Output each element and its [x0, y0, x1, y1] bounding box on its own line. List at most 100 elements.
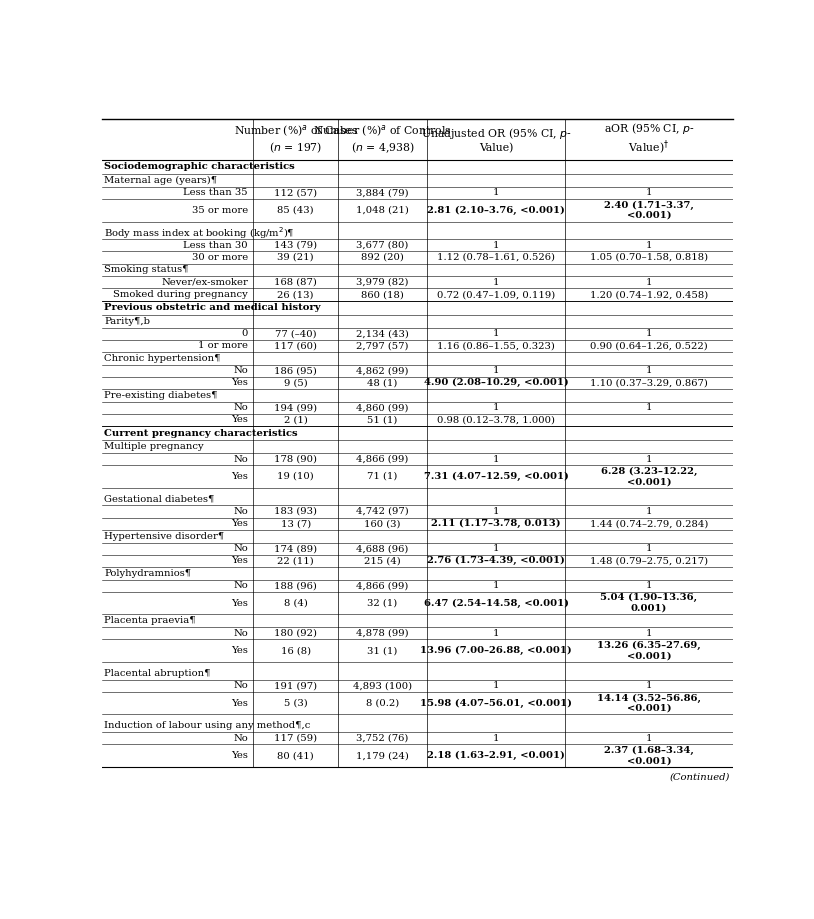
Text: 77 (–40): 77 (–40)	[275, 329, 317, 338]
Text: Body mass index at booking (kg/m$^2$)¶: Body mass index at booking (kg/m$^2$)¶	[104, 225, 295, 241]
Text: 3,752 (76): 3,752 (76)	[357, 733, 409, 743]
Text: 1: 1	[492, 366, 499, 375]
Text: 8 (0.2): 8 (0.2)	[365, 698, 399, 708]
Text: Current pregnancy characteristics: Current pregnancy characteristics	[104, 428, 298, 437]
Text: 14.14 (3.52–56.86,
<0.001): 14.14 (3.52–56.86, <0.001)	[597, 693, 701, 713]
Text: 4,862 (99): 4,862 (99)	[357, 366, 409, 375]
Text: Induction of labour using any method¶,c: Induction of labour using any method¶,c	[104, 721, 311, 731]
Text: 6.28 (3.23–12.22,
<0.001): 6.28 (3.23–12.22, <0.001)	[601, 467, 698, 486]
Text: Previous obstetric and medical history: Previous obstetric and medical history	[104, 303, 321, 312]
Text: 2,797 (57): 2,797 (57)	[357, 341, 409, 350]
Text: 1.44 (0.74–2.79, 0.284): 1.44 (0.74–2.79, 0.284)	[590, 519, 708, 528]
Text: No: No	[234, 403, 248, 413]
Text: 188 (96): 188 (96)	[274, 581, 317, 590]
Text: 19 (10): 19 (10)	[278, 472, 314, 481]
Text: 16 (8): 16 (8)	[281, 646, 311, 655]
Text: 4,866 (99): 4,866 (99)	[357, 455, 409, 463]
Text: 1.16 (0.86–1.55, 0.323): 1.16 (0.86–1.55, 0.323)	[437, 341, 555, 350]
Text: No: No	[234, 507, 248, 516]
Text: 1: 1	[646, 507, 652, 516]
Text: 1: 1	[492, 733, 499, 743]
Text: No: No	[234, 455, 248, 463]
Text: 1,179 (24): 1,179 (24)	[356, 751, 409, 760]
Text: 892 (20): 892 (20)	[361, 253, 404, 262]
Text: 174 (89): 174 (89)	[274, 544, 317, 553]
Text: 32 (1): 32 (1)	[367, 598, 397, 607]
Text: 186 (95): 186 (95)	[274, 366, 317, 375]
Text: 1.12 (0.78–1.61, 0.526): 1.12 (0.78–1.61, 0.526)	[437, 253, 555, 262]
Text: 191 (97): 191 (97)	[274, 681, 317, 690]
Text: 180 (92): 180 (92)	[274, 629, 317, 638]
Text: 71 (1): 71 (1)	[367, 472, 398, 481]
Text: 2.40 (1.71–3.37,
<0.001): 2.40 (1.71–3.37, <0.001)	[604, 200, 694, 220]
Text: 8 (4): 8 (4)	[284, 598, 308, 607]
Text: 1.20 (0.74–1.92, 0.458): 1.20 (0.74–1.92, 0.458)	[590, 290, 708, 299]
Text: 1: 1	[492, 681, 499, 690]
Text: Number (%)$^a$ of Cases
($n$ = 197): Number (%)$^a$ of Cases ($n$ = 197)	[234, 123, 358, 155]
Text: 1: 1	[492, 629, 499, 638]
Text: 51 (1): 51 (1)	[367, 415, 398, 425]
Text: 0.72 (0.47–1.09, 0.119): 0.72 (0.47–1.09, 0.119)	[437, 290, 555, 299]
Text: Parity¶,b: Parity¶,b	[104, 317, 151, 325]
Text: Unadjusted OR (95% CI, $p$-
Value): Unadjusted OR (95% CI, $p$- Value)	[421, 126, 571, 153]
Text: Never/ex-smoker: Never/ex-smoker	[161, 278, 248, 287]
Text: 1: 1	[492, 188, 499, 198]
Text: 1.10 (0.37–3.29, 0.867): 1.10 (0.37–3.29, 0.867)	[590, 379, 708, 388]
Text: 860 (18): 860 (18)	[361, 290, 404, 299]
Text: (Continued): (Continued)	[669, 773, 729, 782]
Text: 9 (5): 9 (5)	[284, 379, 308, 388]
Text: 4,688 (96): 4,688 (96)	[357, 544, 409, 553]
Text: 1: 1	[492, 241, 499, 250]
Text: 85 (43): 85 (43)	[278, 206, 314, 215]
Text: 1: 1	[492, 403, 499, 413]
Text: 4,866 (99): 4,866 (99)	[357, 581, 409, 590]
Text: 0.98 (0.12–3.78, 1.000): 0.98 (0.12–3.78, 1.000)	[437, 415, 555, 425]
Text: 5 (3): 5 (3)	[284, 698, 308, 708]
Text: 1.05 (0.70–1.58, 0.818): 1.05 (0.70–1.58, 0.818)	[590, 253, 708, 262]
Text: Hypertensive disorder¶: Hypertensive disorder¶	[104, 531, 225, 540]
Text: Chronic hypertension¶: Chronic hypertension¶	[104, 354, 221, 363]
Text: 1: 1	[646, 681, 652, 690]
Text: Yes: Yes	[231, 556, 248, 565]
Text: 1: 1	[492, 329, 499, 338]
Text: Multiple pregnancy: Multiple pregnancy	[104, 442, 204, 451]
Text: Gestational diabetes¶: Gestational diabetes¶	[104, 494, 215, 504]
Text: 4,893 (100): 4,893 (100)	[353, 681, 412, 690]
Text: 117 (60): 117 (60)	[274, 341, 317, 350]
Text: Sociodemographic characteristics: Sociodemographic characteristics	[104, 163, 295, 171]
Text: 1: 1	[646, 403, 652, 413]
Text: 4,860 (99): 4,860 (99)	[357, 403, 409, 413]
Text: 0: 0	[242, 329, 248, 338]
Text: Yes: Yes	[231, 751, 248, 760]
Text: 1: 1	[646, 366, 652, 375]
Text: 39 (21): 39 (21)	[278, 253, 314, 262]
Text: Pre-existing diabetes¶: Pre-existing diabetes¶	[104, 391, 218, 400]
Text: Yes: Yes	[231, 698, 248, 708]
Text: No: No	[234, 629, 248, 638]
Text: 183 (93): 183 (93)	[274, 507, 317, 516]
Text: 1: 1	[646, 581, 652, 590]
Text: 215 (4): 215 (4)	[364, 556, 400, 565]
Text: Number (%)$^a$ of Controls
($n$ = 4,938): Number (%)$^a$ of Controls ($n$ = 4,938)	[313, 123, 452, 155]
Text: Yes: Yes	[231, 598, 248, 607]
Text: 13.96 (7.00–26.88, <0.001): 13.96 (7.00–26.88, <0.001)	[420, 646, 572, 655]
Text: Smoked during pregnancy: Smoked during pregnancy	[113, 290, 248, 299]
Text: 13.26 (6.35–27.69,
<0.001): 13.26 (6.35–27.69, <0.001)	[597, 641, 701, 661]
Text: 194 (99): 194 (99)	[274, 403, 317, 413]
Text: 3,677 (80): 3,677 (80)	[357, 241, 409, 250]
Text: 4,878 (99): 4,878 (99)	[357, 629, 409, 638]
Text: 1,048 (21): 1,048 (21)	[356, 206, 409, 215]
Text: 4,742 (97): 4,742 (97)	[356, 507, 409, 516]
Text: Less than 35: Less than 35	[183, 188, 248, 198]
Text: 1: 1	[646, 733, 652, 743]
Text: 117 (59): 117 (59)	[274, 733, 317, 743]
Text: 2.37 (1.68–3.34,
<0.001): 2.37 (1.68–3.34, <0.001)	[604, 746, 694, 766]
Text: 26 (13): 26 (13)	[278, 290, 314, 299]
Text: 1: 1	[492, 581, 499, 590]
Text: 2.18 (1.63–2.91, <0.001): 2.18 (1.63–2.91, <0.001)	[427, 751, 565, 760]
Text: 1: 1	[646, 241, 652, 250]
Text: 6.47 (2.54–14.58, <0.001): 6.47 (2.54–14.58, <0.001)	[423, 598, 568, 607]
Text: 1: 1	[646, 278, 652, 287]
Text: 7.31 (4.07–12.59, <0.001): 7.31 (4.07–12.59, <0.001)	[423, 471, 568, 481]
Text: 160 (3): 160 (3)	[364, 519, 400, 528]
